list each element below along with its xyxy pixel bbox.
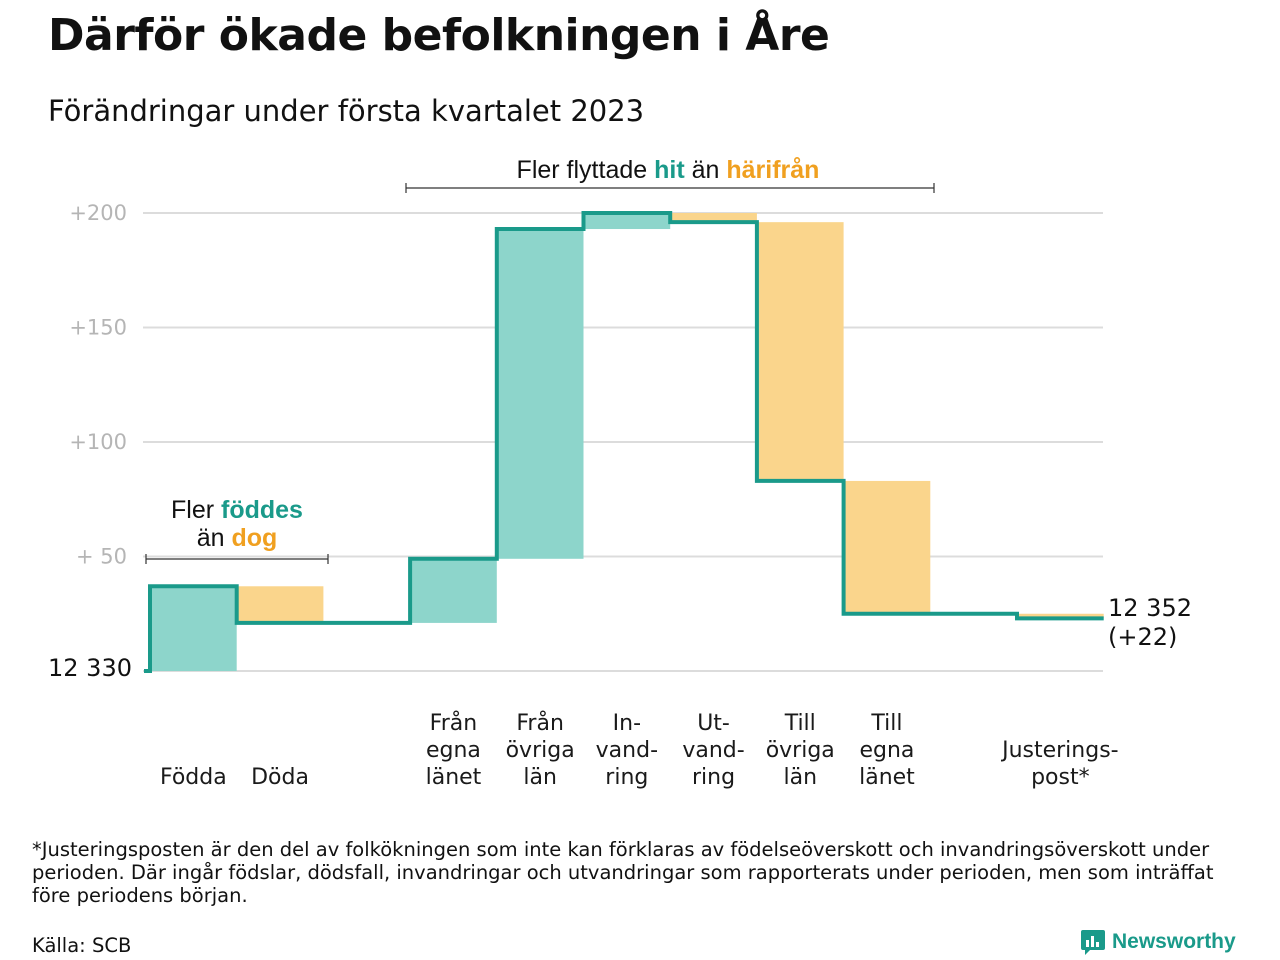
y-tick-label: +150 [69, 316, 127, 340]
births-annotation-highlight: föddes [221, 496, 303, 524]
category-label: Till [870, 711, 902, 736]
migration-annotation-hit: hit [654, 156, 685, 184]
waterfall-bar [150, 586, 237, 671]
waterfall-bar [410, 558, 497, 623]
newsworthy-logo-icon [1081, 930, 1105, 955]
category-label: In- [613, 711, 641, 736]
svg-text:Fler föddes: Fler föddes [171, 496, 303, 524]
category-label: länet [426, 765, 482, 790]
category-label: övriga [506, 738, 575, 763]
category-label: vand- [596, 738, 658, 763]
waterfall-bar [756, 222, 844, 481]
waterfall-bar [843, 480, 931, 614]
category-label: vand- [682, 738, 744, 763]
chart-subtitle: Förändringar under första kvartalet 2023 [48, 94, 645, 128]
bars [150, 213, 1104, 671]
category-label: egna [426, 738, 481, 763]
category-label: Till [784, 711, 816, 736]
deaths-annotation-prefix: än [197, 524, 232, 552]
running-total-line [144, 211, 1104, 673]
brand-logo[interactable]: Newsworthy [1080, 928, 1236, 956]
svg-text:än dog: än dog [197, 524, 278, 552]
migration-annotation-middle: än [685, 156, 727, 184]
category-labels: Födda DödaFrånegnalänetFrånövrigalänIn-va… [160, 710, 1119, 790]
y-tick-label: + 50 [76, 545, 127, 569]
category-label: Födda [160, 765, 227, 790]
waterfall-bar [236, 586, 324, 623]
category-label: egna [859, 738, 914, 763]
waterfall-bar [1017, 613, 1104, 619]
chart-title: Därför ökade befolkningen i Åre [48, 10, 830, 61]
brand-name: Newsworthy [1112, 930, 1236, 953]
end-value-label: 12 352 [1108, 594, 1192, 622]
category-label: Från [430, 710, 478, 736]
migration-annotation: Fler flyttade hit än härifrån [405, 156, 935, 193]
waterfall-bar [496, 229, 584, 559]
svg-text:Fler flyttade hit än härifrån: Fler flyttade hit än härifrån [517, 156, 820, 184]
migration-annotation-prefix: Fler flyttade [517, 156, 655, 184]
category-label: län [523, 765, 557, 790]
y-tick-label: +100 [69, 430, 127, 454]
category-label: ring [605, 765, 648, 790]
category-label: Från [516, 710, 564, 736]
waterfall-bar [583, 213, 671, 230]
source-note: Källa: SCB [32, 934, 132, 957]
category-label: Justerings- [1000, 738, 1119, 763]
category-label: post* [1031, 765, 1090, 790]
category-label: län [783, 765, 817, 790]
running-total-path [144, 211, 1104, 673]
deaths-annotation-highlight: dog [231, 524, 277, 552]
births-annotation: Fler föddes än dog [145, 496, 329, 564]
waterfall-chart: + 50+100+150+200 Födda DödaFrånegnalänetF… [48, 156, 1192, 790]
births-annotation-prefix: Fler [171, 496, 221, 524]
start-value-label: 12 330 [48, 654, 132, 682]
category-label: länet [859, 765, 915, 790]
end-change-label: (+22) [1108, 623, 1177, 651]
migration-annotation-harifran: härifrån [726, 156, 819, 184]
y-tick-label: +200 [69, 201, 127, 225]
category-label: Döda [251, 765, 309, 790]
waterfall-bar [670, 213, 757, 223]
footnote: *Justeringsposten är den del av folkökni… [32, 838, 1214, 907]
category-label: ring [692, 765, 735, 790]
category-label: övriga [766, 738, 835, 763]
category-label: Ut- [697, 711, 730, 736]
